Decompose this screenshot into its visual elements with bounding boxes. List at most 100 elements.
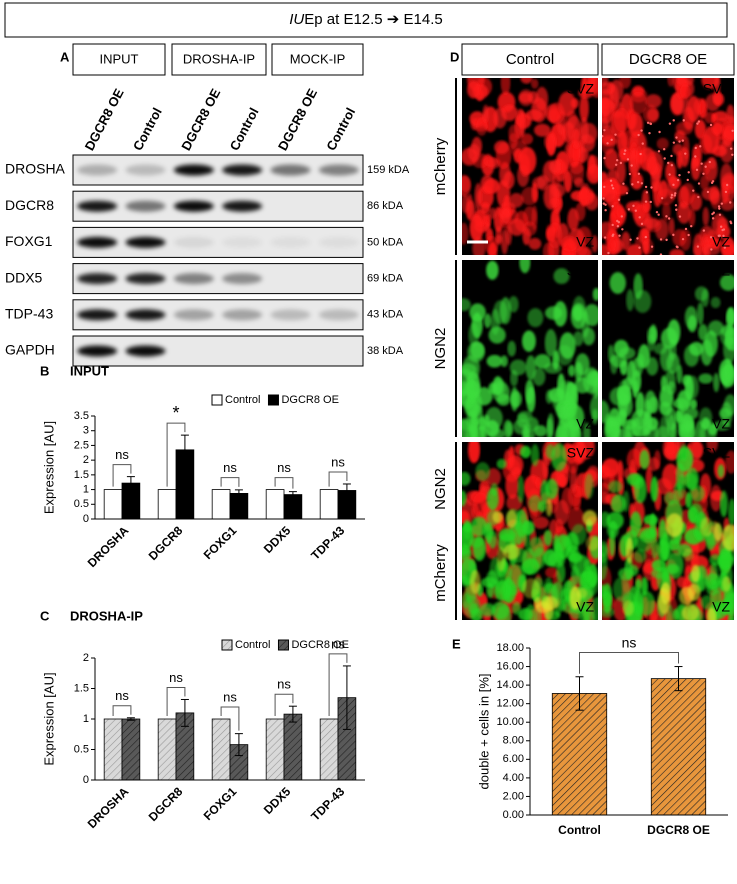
cell <box>720 163 733 191</box>
band <box>318 164 359 176</box>
cell <box>684 305 698 329</box>
cell <box>582 422 591 437</box>
cell <box>517 475 525 504</box>
cell <box>488 326 506 344</box>
x-tick-label: FOXG1 <box>201 523 240 562</box>
column-header-box <box>461 43 599 76</box>
speck <box>665 215 668 218</box>
group-box <box>171 43 267 76</box>
error-bar <box>342 483 351 498</box>
band <box>270 309 311 321</box>
cell <box>626 360 636 386</box>
speck <box>690 224 693 228</box>
cell <box>521 133 534 145</box>
significance-bracket <box>274 693 294 716</box>
speck <box>676 178 680 182</box>
cell <box>483 313 492 328</box>
cell <box>518 92 533 103</box>
speck <box>610 184 614 187</box>
cell <box>532 516 549 529</box>
cell <box>701 417 711 430</box>
cell <box>667 414 676 437</box>
cell <box>612 184 629 196</box>
speck <box>602 202 606 205</box>
panel-label: B <box>40 363 49 378</box>
speck <box>724 190 728 194</box>
band <box>222 273 263 285</box>
cell <box>506 509 517 528</box>
cell <box>678 474 686 500</box>
cell <box>551 443 567 472</box>
cell <box>602 458 620 478</box>
cell <box>534 123 551 137</box>
cell <box>532 367 546 386</box>
cell <box>676 201 692 224</box>
significance-label: * <box>172 403 179 423</box>
speck <box>697 195 700 199</box>
cell <box>723 124 734 141</box>
header-rest: Ep at E12.5 ➔ E14.5 <box>304 11 443 28</box>
speck <box>637 133 640 137</box>
cell <box>570 566 580 586</box>
cell <box>612 576 630 602</box>
legend-label: DGCR8 OE <box>281 394 338 406</box>
cell <box>563 170 572 193</box>
bar <box>103 718 123 781</box>
band <box>173 200 214 212</box>
protein-label: FOXG1 <box>5 233 53 249</box>
significance-bracket <box>112 464 132 487</box>
cell <box>528 495 542 512</box>
significance-label: ns <box>223 689 237 704</box>
cell <box>543 549 558 567</box>
cell <box>540 479 549 505</box>
legend-label: Control <box>225 394 260 406</box>
speck <box>604 209 607 212</box>
panel-label: D <box>450 49 459 64</box>
speck <box>640 222 644 226</box>
speck <box>603 185 606 189</box>
cell <box>486 260 499 280</box>
speck <box>670 196 673 199</box>
speck <box>694 146 697 150</box>
error-bar <box>288 491 297 499</box>
cell <box>486 570 499 589</box>
cell <box>567 207 579 232</box>
significance-label: ns <box>331 636 345 651</box>
cell <box>717 464 725 478</box>
cell <box>633 273 643 300</box>
cell <box>585 535 598 551</box>
cell <box>706 607 717 620</box>
row-label: NGN2 <box>432 468 449 510</box>
cell <box>700 595 715 610</box>
size-label: 50 kDA <box>367 236 404 248</box>
cell <box>501 228 509 255</box>
cell <box>668 217 675 236</box>
cell <box>469 569 481 594</box>
cell <box>500 207 511 225</box>
band <box>125 309 166 321</box>
cell <box>579 186 589 207</box>
cell <box>676 78 694 87</box>
cell <box>507 454 524 476</box>
speck <box>700 162 703 165</box>
zone-label: SVZ <box>703 445 731 461</box>
speck <box>602 197 605 200</box>
error-bar <box>180 434 189 466</box>
cell <box>617 380 630 405</box>
speck <box>659 253 663 255</box>
speck <box>617 198 621 201</box>
column-header: Control <box>506 51 554 68</box>
chart-title: INPUT <box>70 363 109 378</box>
speck <box>611 205 614 208</box>
cell <box>512 601 521 615</box>
group-box <box>72 43 166 76</box>
speck <box>615 159 619 162</box>
error-bar <box>234 733 243 757</box>
cell <box>526 386 536 413</box>
cell <box>643 240 650 254</box>
speck <box>611 187 615 190</box>
legend-swatch <box>277 639 289 651</box>
speck <box>616 225 620 228</box>
cell <box>680 182 696 205</box>
cell <box>467 80 480 99</box>
